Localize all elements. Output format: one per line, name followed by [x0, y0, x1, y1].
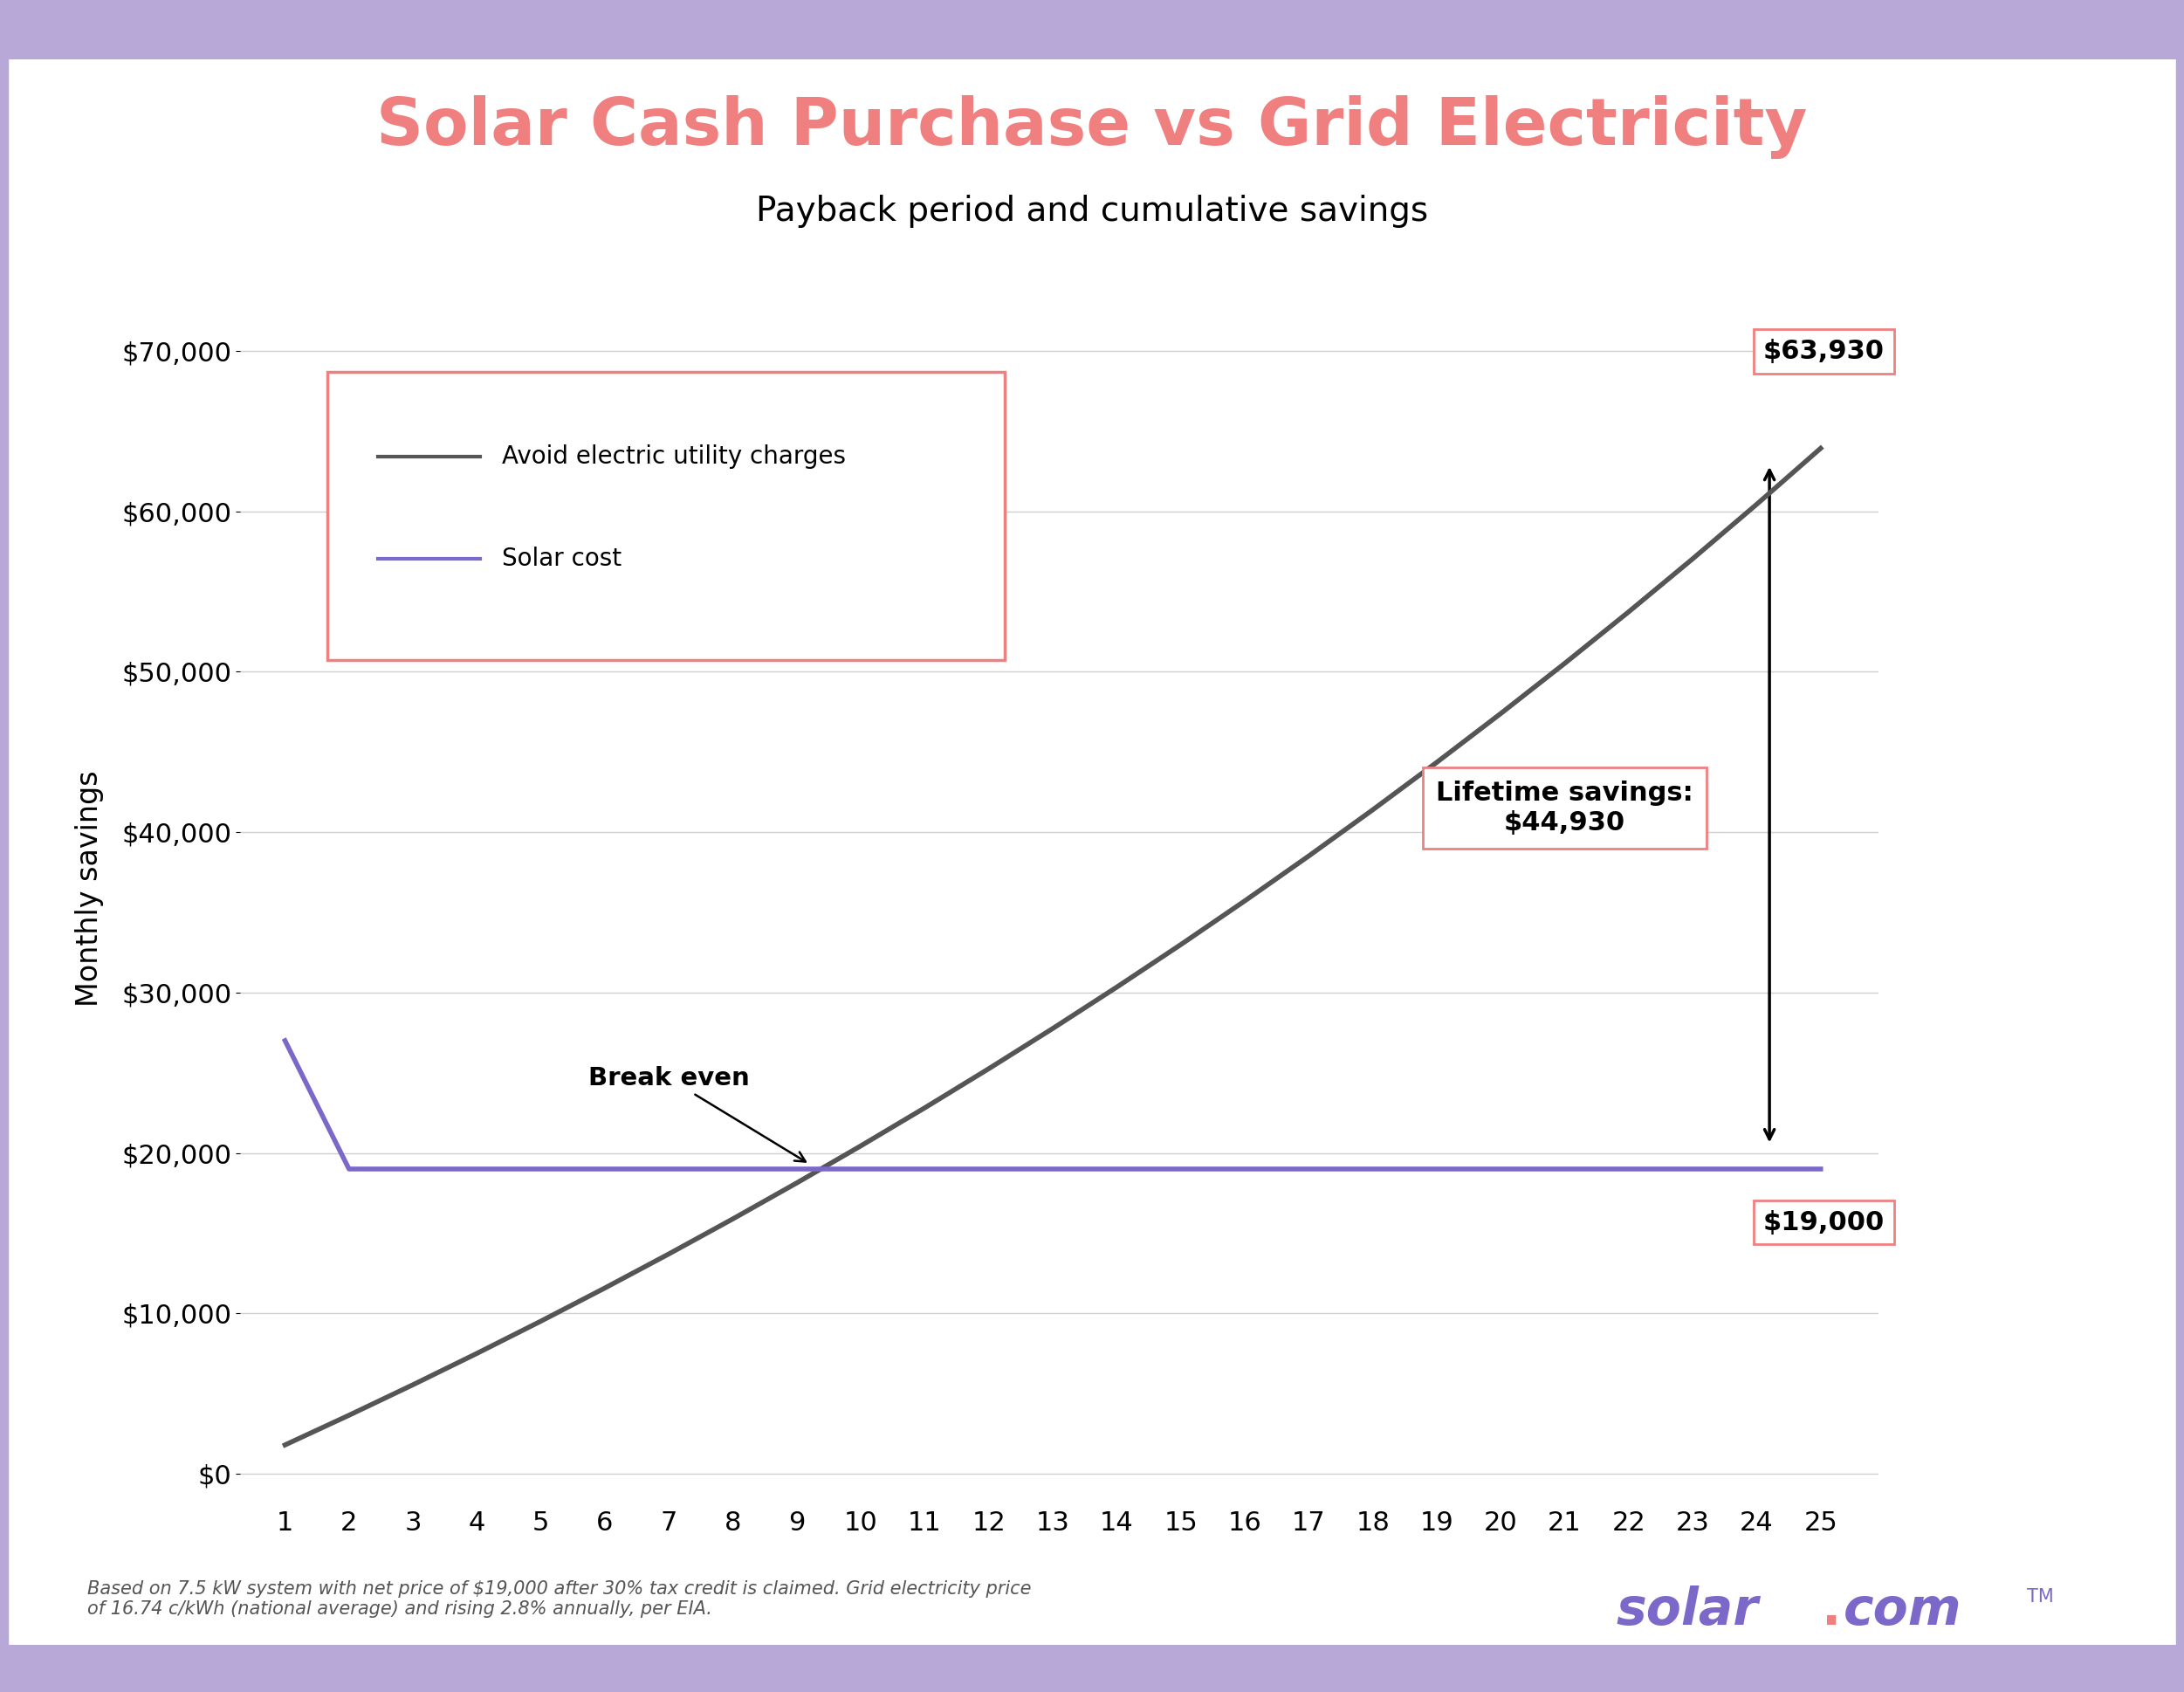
Text: .: .: [1821, 1585, 1841, 1636]
Text: solar: solar: [1616, 1585, 1758, 1636]
Text: Avoid electric utility charges: Avoid electric utility charges: [502, 445, 845, 469]
Text: Lifetime savings:
$44,930: Lifetime savings: $44,930: [1437, 780, 1693, 836]
Text: Based on 7.5 kW system with net price of $19,000 after 30% tax credit is claimed: Based on 7.5 kW system with net price of…: [87, 1580, 1031, 1618]
Text: Break even: Break even: [587, 1066, 806, 1162]
Y-axis label: Monthly savings: Monthly savings: [74, 770, 103, 1007]
Text: $63,930: $63,930: [1762, 338, 1885, 364]
Text: com: com: [1843, 1585, 1961, 1636]
Text: Solar cost: Solar cost: [502, 547, 622, 570]
Text: $19,000: $19,000: [1762, 1210, 1885, 1235]
Text: TM: TM: [2027, 1589, 2053, 1606]
Text: Solar Cash Purchase vs Grid Electricity: Solar Cash Purchase vs Grid Electricity: [376, 95, 1808, 159]
Text: Payback period and cumulative savings: Payback period and cumulative savings: [756, 195, 1428, 228]
